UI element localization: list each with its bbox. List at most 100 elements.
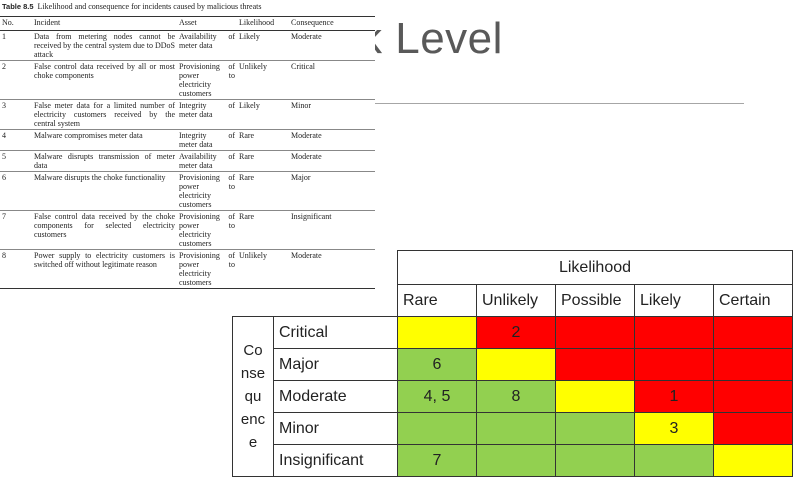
cell-likelihood: Unlikely [237, 60, 289, 100]
cell-likelihood: Rare [237, 171, 289, 211]
table-caption-text: Likelihood and consequence for incidents… [37, 2, 262, 11]
matrix-cell [713, 444, 793, 477]
matrix-cell [555, 348, 635, 381]
cell-no: 1 [0, 30, 32, 61]
cell-incident: False control data received by all or mo… [32, 60, 177, 100]
matrix-cell [713, 380, 793, 413]
consequence-row-critical: Critical [273, 316, 398, 349]
cell-no: 2 [0, 60, 32, 100]
matrix-row: Co nse qu enc e Critical 2 [232, 316, 793, 477]
cell-likelihood: Likely [237, 30, 289, 61]
cell-incident: Malware disrupts transmission of meter d… [32, 150, 177, 172]
likelihood-column-likely: Likely [634, 284, 714, 317]
matrix-corner [233, 251, 398, 285]
header-no: No. [0, 16, 32, 31]
matrix-cell: 6 [397, 348, 477, 381]
header-incident: Incident [32, 16, 177, 31]
cell-no: 3 [0, 99, 32, 130]
likelihood-column-rare: Rare [397, 284, 477, 317]
matrix-cell [634, 444, 714, 477]
consequence-axis-label: Co nse qu enc e [232, 316, 274, 477]
cell-asset: Integrity of meter data [177, 99, 237, 130]
cell-likelihood: Rare [237, 210, 289, 250]
risk-matrix: Likelihood Rare Unlikely Possible Likely Cer… [232, 250, 793, 477]
matrix-cell: 1 [634, 380, 714, 413]
cell-asset: Integrity of meter data [177, 129, 237, 151]
cell-incident: Malware disrupts the choke functionality [32, 171, 177, 211]
cell-incident: False meter data for a limited number of… [32, 99, 177, 130]
table-row: 8 Power supply to electricity customers i… [0, 249, 375, 289]
cell-no: 7 [0, 210, 32, 250]
cell-incident: Malware compromises meter data [32, 129, 177, 151]
table-row: 2 False control data received by all or m… [0, 60, 375, 100]
incident-table: No. Incident Asset Likelihood Consequenc… [0, 16, 375, 289]
matrix-cell [476, 444, 556, 477]
cell-incident: Power supply to electricity customers is… [32, 249, 177, 289]
matrix-cell [555, 380, 635, 413]
cell-incident: Data from metering nodes cannot be recei… [32, 30, 177, 61]
consequence-row-major: Major [273, 348, 398, 381]
matrix-cell [397, 412, 477, 445]
matrix-cell [555, 316, 635, 349]
cell-consequence: Moderate [289, 30, 375, 61]
consequence-row-minor: Minor [273, 412, 398, 445]
matrix-cell: 3 [634, 412, 714, 445]
consequence-row-insignificant: Insignificant [273, 444, 398, 477]
incident-table-header: No. Incident Asset Likelihood Consequenc… [0, 16, 375, 31]
cell-consequence: Major [289, 171, 375, 211]
table-row: 3 False meter data for a limited number o… [0, 99, 375, 130]
table-caption: Table 8.5 Likelihood and consequence for… [0, 0, 375, 16]
matrix-cell [476, 348, 556, 381]
likelihood-column-unlikely: Unlikely [476, 284, 556, 317]
cell-no: 4 [0, 129, 32, 151]
table-row: 7 False control data received by the chok… [0, 210, 375, 250]
matrix-cell [476, 412, 556, 445]
slide-title: k Level [360, 14, 503, 63]
consequence-row-moderate: Moderate [273, 380, 398, 413]
cell-likelihood: Likely [237, 99, 289, 130]
matrix-corner [233, 285, 398, 317]
cell-asset: Provisioning of power to electricity cus… [177, 60, 237, 100]
likelihood-column-possible: Possible [555, 284, 635, 317]
cell-asset: Availability of meter data [177, 150, 237, 172]
cell-consequence: Moderate [289, 150, 375, 172]
table-caption-label: Table 8.5 [2, 2, 34, 11]
matrix-cell [713, 316, 793, 349]
cell-consequence: Critical [289, 60, 375, 100]
cell-asset: Provisioning of power to electricity cus… [177, 171, 237, 211]
header-asset: Asset [177, 16, 237, 31]
cell-asset: Provisioning of power to electricity cus… [177, 210, 237, 250]
header-consequence: Consequence [289, 16, 375, 31]
cell-no: 5 [0, 150, 32, 172]
cell-asset: Availability of meter data [177, 30, 237, 61]
table-row: 4 Malware compromises meter data Integrity… [0, 129, 375, 151]
likelihood-header: Likelihood [397, 250, 793, 285]
matrix-row: Major 6 [233, 348, 793, 381]
matrix-cell: 2 [476, 316, 556, 349]
cell-incident: False control data received by the choke… [32, 210, 177, 250]
cell-no: 8 [0, 249, 32, 289]
book-table-excerpt: Table 8.5 Likelihood and consequence for… [0, 0, 375, 289]
matrix-cell [555, 444, 635, 477]
cell-consequence: Insignificant [289, 210, 375, 250]
table-row: 5 Malware disrupts transmission of meter … [0, 150, 375, 172]
table-row: 1 Data from metering nodes cannot be rece… [0, 30, 375, 61]
matrix-cell [397, 316, 477, 349]
matrix-cell [555, 412, 635, 445]
title-divider [372, 103, 744, 104]
matrix-row: Minor 3 [233, 412, 793, 445]
cell-consequence: Moderate [289, 249, 375, 289]
likelihood-column-certain: Certain [713, 284, 793, 317]
table-row: 6 Malware disrupts the choke functionalit… [0, 171, 375, 211]
cell-likelihood: Unlikely [237, 249, 289, 289]
matrix-row: Insignificant 7 [233, 444, 793, 477]
cell-no: 6 [0, 171, 32, 211]
cell-consequence: Minor [289, 99, 375, 130]
matrix-cell: 4, 5 [397, 380, 477, 413]
matrix-cell: 8 [476, 380, 556, 413]
cell-likelihood: Rare [237, 150, 289, 172]
matrix-cell [713, 348, 793, 381]
matrix-cell: 7 [397, 444, 477, 477]
cell-asset: Provisioning of power to electricity cus… [177, 249, 237, 289]
